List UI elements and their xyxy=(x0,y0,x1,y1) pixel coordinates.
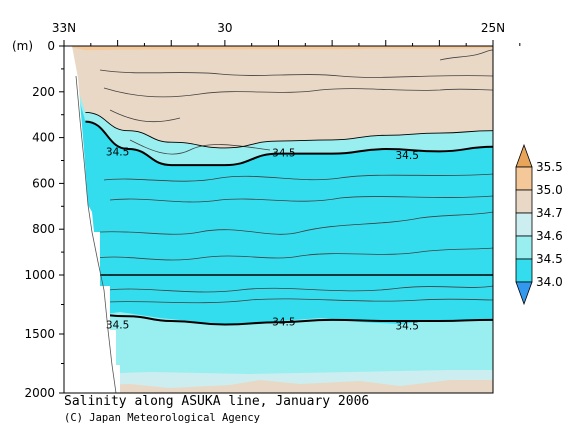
x-tick-label-0: 33N xyxy=(52,21,76,35)
colorbar-label-0: 35.5 xyxy=(536,160,563,174)
fill-deep-34.7-35.0 xyxy=(64,380,493,393)
y-axis-left: 0 200 400 600 800 1000 1500 2000 xyxy=(24,39,64,400)
x-tick-label-1: 30 xyxy=(217,21,232,35)
colorbar-swatch-35.0_35.5 xyxy=(515,166,533,191)
contour-label-2: 34.5 xyxy=(396,150,419,162)
seafloor-outline xyxy=(75,75,117,393)
contour-34.5-3 xyxy=(85,312,493,326)
contour-label-1: 34.5 xyxy=(272,147,295,159)
colorbar-top-arrow xyxy=(515,143,533,168)
colorbar-swatch-34.6_34.7 xyxy=(515,212,533,237)
fill-upper-35.0-35.5 xyxy=(64,46,493,51)
contour-label-4: 34.5 xyxy=(272,317,295,329)
fill-upper-34.7-35.0 xyxy=(64,46,493,148)
colorbar: 35.5 35.0 34.7 34.6 34.5 34.0 xyxy=(515,143,563,306)
contour-label-3: 34.5 xyxy=(106,320,129,332)
y-tick-label-3: 600 xyxy=(32,176,55,190)
plot-area: 34.5 34.5 34.5 34.5 34.5 34.5 xyxy=(64,46,493,393)
x-tick-label-2: 25N xyxy=(481,21,505,35)
contour-lines xyxy=(85,111,493,326)
contour-34.5-2 xyxy=(85,120,493,167)
colorbar-label-1: 35.0 xyxy=(536,183,563,197)
x-axis-top: 33N 30 25N xyxy=(52,21,521,46)
y-tick-label-6: 1500 xyxy=(24,327,55,341)
y-axis-unit-label: (m) xyxy=(12,39,33,53)
y-tick-label-4: 800 xyxy=(32,222,55,236)
colorbar-label-5: 34.0 xyxy=(536,275,563,289)
colorbar-swatch-34.5_34.6 xyxy=(515,235,533,260)
chart-title: Salinity along ASUKA line, January 2006 xyxy=(64,394,370,409)
y-tick-label-7: 2000 xyxy=(24,386,55,400)
y-tick-label-1: 200 xyxy=(32,85,55,99)
thin-contours xyxy=(95,49,493,304)
contour-label-5: 34.5 xyxy=(396,321,419,333)
colorbar-bottom-arrow xyxy=(515,281,533,306)
colorbar-swatch-34.7_35.0 xyxy=(515,189,533,214)
chart-credit: (C) Japan Meteorological Agency xyxy=(64,412,260,424)
contour-labels: 34.5 34.5 34.5 34.5 34.5 34.5 xyxy=(106,146,419,333)
colorbar-swatch-34.0_34.5 xyxy=(515,258,533,283)
y-tick-label-5: 1000 xyxy=(24,268,55,282)
colorbar-label-4: 34.5 xyxy=(536,252,563,266)
contour-label-0: 34.5 xyxy=(106,146,129,158)
y-tick-label-0: 0 xyxy=(47,39,55,53)
y-tick-label-2: 400 xyxy=(32,131,55,145)
colorbar-label-3: 34.6 xyxy=(536,229,563,243)
colorbar-label-2: 34.7 xyxy=(536,206,563,220)
contour-34.7-1 xyxy=(85,111,493,149)
